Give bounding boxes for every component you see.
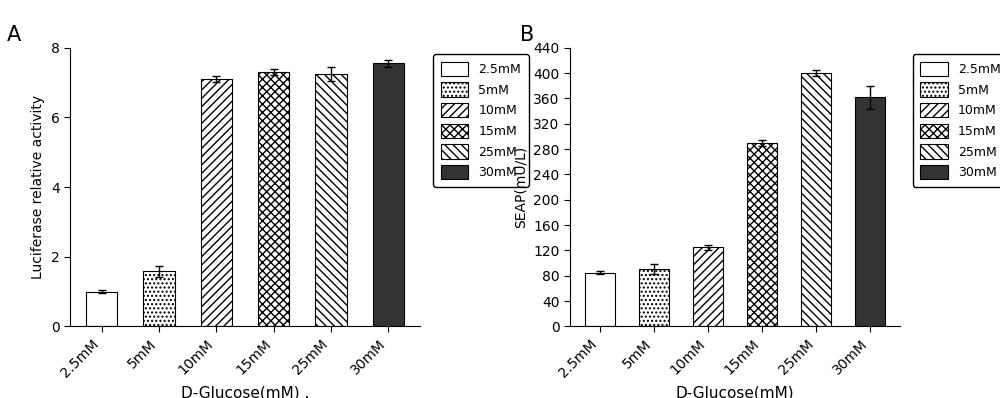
Bar [747,143,777,326]
X-axis label: D-Glucose(mM) .: D-Glucose(mM) . [181,386,309,398]
Bar [258,72,289,326]
Bar [201,79,232,326]
Legend: 2.5mM, 5mM, 10mM, 15mM, 25mM, 30mM: 2.5mM, 5mM, 10mM, 15mM, 25mM, 30mM [913,54,1000,187]
Bar [801,73,831,326]
Legend: 2.5mM, 5mM, 10mM, 15mM, 25mM, 30mM: 2.5mM, 5mM, 10mM, 15mM, 25mM, 30mM [433,54,528,187]
Text: B: B [520,25,535,45]
Y-axis label: Luciferase relative activity: Luciferase relative activity [31,95,45,279]
X-axis label: D-Glucose(mM): D-Glucose(mM) [676,386,794,398]
Bar [373,63,404,326]
Bar [855,97,885,326]
Bar [143,271,175,326]
Bar [693,247,723,326]
Text: A: A [7,25,21,45]
Bar [585,273,615,326]
Bar [86,291,117,326]
Bar [639,269,669,326]
Bar [315,74,347,326]
Y-axis label: SEAP(mU/L): SEAP(mU/L) [514,146,528,228]
